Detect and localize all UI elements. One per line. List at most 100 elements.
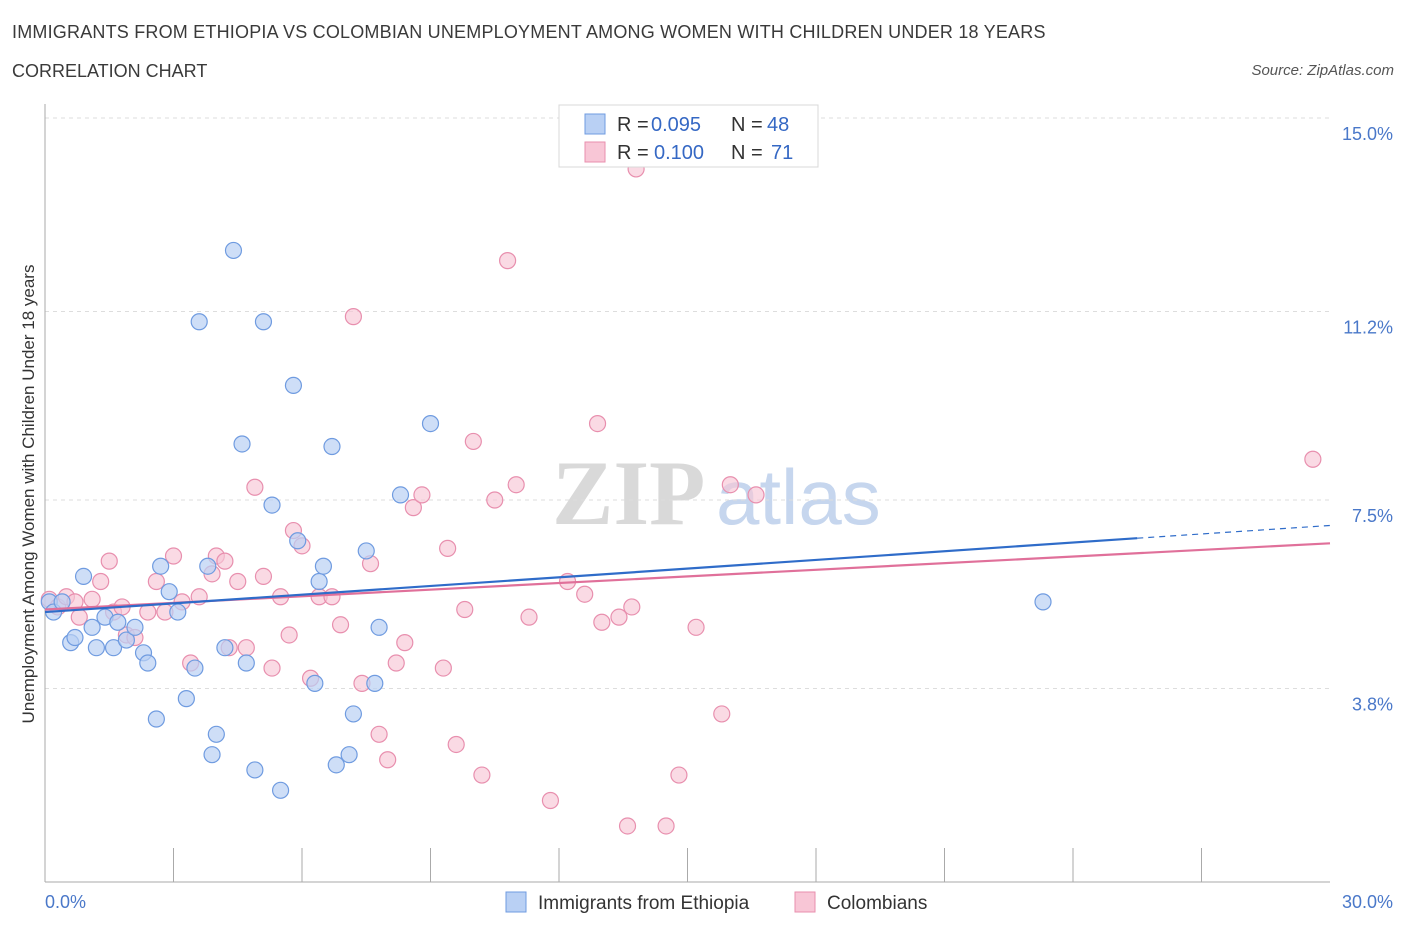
colombia-point-36 [344, 308, 362, 326]
colombia-point-64 [657, 817, 675, 835]
ethiopia-point-18 [169, 603, 187, 621]
ethiopia-point-16 [152, 557, 170, 575]
ethiopia-point-9 [104, 639, 123, 657]
legend-n-label-colombia: N = [731, 142, 763, 164]
source-note: Source: ZipAtlas.com [1251, 62, 1394, 79]
x-tick-label-0: 0.0% [45, 892, 86, 912]
legend-n-value-ethiopia: 48 [767, 114, 789, 136]
ethiopia-point-34 [289, 532, 307, 550]
colombia-point-49 [464, 432, 482, 451]
ethiopia-point-46 [421, 415, 440, 433]
ethiopia-point-29 [246, 761, 264, 779]
legend-swatch-colombia [584, 141, 606, 163]
y-tick-label-3: 15.0% [1342, 124, 1393, 144]
colombia-point-23 [229, 572, 247, 591]
ethiopia-trend-extension [1137, 524, 1331, 539]
ethiopia-point-23 [203, 746, 221, 764]
legend-r-value-colombia: 0.100 [654, 142, 704, 164]
colombia-point-21 [216, 552, 234, 570]
colombia-point-57 [576, 585, 594, 603]
colombia-point-54 [520, 608, 538, 626]
tick-labels: 3.8% 7.5% 11.2% 15.0% 0.0% 30.0% [45, 124, 1393, 912]
colombia-point-58 [588, 415, 607, 433]
legend-r-label-colombia: R = [617, 142, 649, 164]
ethiopia-point-17 [160, 583, 178, 601]
ethiopia-point-24 [207, 725, 225, 743]
ethiopia-point-14 [139, 654, 157, 672]
ethiopia-point-7 [87, 639, 106, 657]
ethiopia-point-20 [186, 659, 204, 677]
colombia-point-6 [92, 572, 110, 591]
ethiopia-point-4 [66, 628, 84, 647]
ethiopia-point-21 [190, 313, 208, 331]
ethiopia-point-45 [391, 486, 410, 504]
colombia-point-44 [413, 486, 431, 504]
axes [44, 104, 1330, 883]
colombia-point-60 [610, 608, 628, 626]
ethiopia-point-36 [310, 572, 328, 591]
ethiopia-point-12 [126, 618, 144, 636]
colombia-point-50 [473, 766, 491, 784]
colombia-point-39 [370, 725, 388, 743]
colombia-point-69 [747, 486, 765, 504]
colombia-point-15 [164, 547, 183, 565]
colombia-point-70 [1304, 450, 1322, 468]
colombia-point-7 [100, 552, 118, 570]
ethiopia-point-22 [199, 557, 217, 575]
ethiopia-point-47 [1034, 593, 1052, 611]
grid-lines [45, 117, 1330, 689]
ethiopia-point-19 [177, 690, 195, 708]
colombia-point-67 [713, 705, 731, 723]
ethiopia-point-38 [323, 437, 341, 456]
colombia-point-68 [721, 476, 739, 494]
colombia-point-62 [623, 598, 641, 616]
ethiopia-point-33 [284, 376, 303, 394]
colombia-point-29 [280, 626, 298, 644]
ethiopia-point-5 [74, 567, 93, 586]
legend-r-label-ethiopia: R = [617, 114, 649, 136]
chart-title: IMMIGRANTS FROM ETHIOPIA VS COLOMBIAN UN… [12, 22, 1046, 42]
colombia-point-51 [486, 491, 504, 509]
colombia-point-53 [507, 476, 525, 494]
legend-r-value-ethiopia: 0.095 [651, 114, 701, 136]
colombia-point-66 [687, 618, 705, 636]
ethiopia-point-26 [224, 241, 243, 260]
x-tick-label-1: 30.0% [1342, 892, 1393, 912]
colombia-point-45 [434, 659, 452, 677]
colombia-point-27 [263, 659, 281, 677]
colombia-point-48 [456, 600, 474, 619]
legend-n-label-ethiopia: N = [731, 114, 763, 136]
chart-subtitle: CORRELATION CHART [12, 61, 208, 81]
colombians-points [40, 160, 1322, 835]
bottom-legend-swatch-ethiopia [505, 891, 527, 913]
ethiopia-point-42 [357, 542, 375, 560]
ethiopia-point-37 [314, 557, 333, 575]
colombia-point-5 [83, 590, 101, 608]
ethiopia-point-39 [344, 705, 362, 723]
legend-n-value-colombia: 71 [771, 142, 793, 164]
ethiopia-point-43 [370, 618, 388, 636]
ethiopia-point-40 [340, 746, 358, 764]
trend-lines [44, 524, 1331, 614]
ethiopia-trend-line [44, 537, 1138, 614]
ethiopia-point-25 [216, 639, 234, 657]
colombia-point-65 [670, 766, 688, 784]
colombia-point-42 [396, 634, 414, 652]
y-axis-label: Unemployment Among Women with Children U… [19, 265, 38, 724]
bottom-legend-label-ethiopia: Immigrants from Ethiopia [538, 893, 750, 914]
legend-swatch-ethiopia [584, 113, 606, 135]
colombia-point-43 [404, 499, 422, 517]
legend-top: R = 0.095 N = 48 R = 0.100 N = 71 [558, 104, 819, 168]
colombia-point-47 [447, 735, 465, 754]
colombia-point-59 [593, 613, 611, 631]
ethiopia-point-30 [254, 313, 273, 331]
ethiopia-point-11 [117, 631, 135, 649]
ethiopia-point-41 [327, 756, 345, 774]
y-tick-label-2: 11.2% [1343, 318, 1393, 338]
colombia-point-52 [499, 252, 517, 270]
ethiopia-point-6 [83, 618, 101, 636]
colombia-point-40 [379, 751, 397, 769]
legend-bottom: Immigrants from Ethiopia Colombians [505, 891, 927, 914]
ethiopia-point-44 [366, 674, 384, 692]
